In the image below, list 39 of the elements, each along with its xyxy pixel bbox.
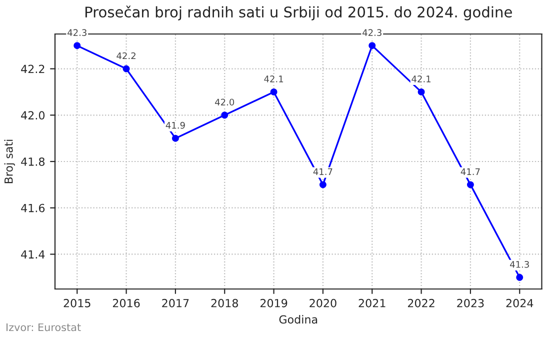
point [122, 65, 130, 72]
text: 41.3 [510, 260, 529, 268]
text: 41.7 [313, 168, 332, 175]
x-tick-label: 2020 [310, 298, 336, 308]
y-axis-title: Broj sati [4, 140, 15, 184]
x-axis-title: Godina [279, 315, 318, 324]
text: Izvor: Eurostat [6, 323, 81, 332]
text: 42.3 [68, 29, 86, 36]
x-tick-label: 2018 [211, 298, 238, 308]
chart-title: Prosečan broj radnih sati u Srbiji od 2015. do 2024. godine [85, 6, 512, 20]
point [319, 181, 326, 188]
x-tick-label: 2016 [112, 298, 140, 308]
y-tick-label: 41.6 [21, 204, 45, 212]
x-tick-label: 2021 [358, 298, 386, 308]
text: 42.3 [362, 29, 382, 36]
y-tick-label: 41.8 [21, 157, 45, 166]
point [466, 181, 474, 188]
point [221, 112, 228, 119]
x-tick-label: 2019 [260, 298, 288, 308]
x-tick-label: 2023 [457, 298, 484, 308]
x-tick-label: 2024 [506, 298, 534, 308]
text: 41.9 [166, 122, 185, 129]
point [74, 42, 81, 50]
point [270, 88, 278, 96]
point [172, 134, 179, 142]
text: 41.7 [460, 168, 480, 175]
text: 42.1 [264, 76, 284, 82]
text: 42.1 [412, 76, 431, 82]
text: 42.0 [215, 98, 234, 106]
y-tick-label: 42.0 [21, 111, 45, 120]
y-tick-label: 41.4 [21, 250, 45, 258]
point [418, 88, 425, 96]
y-tick-label: 42.2 [21, 64, 44, 73]
x-tick-label: 2022 [408, 298, 434, 308]
x-tick-label: 2017 [162, 298, 189, 308]
point [368, 42, 376, 50]
text: 42.2 [116, 52, 136, 60]
point [516, 274, 524, 281]
x-tick-label: 2015 [64, 298, 90, 308]
